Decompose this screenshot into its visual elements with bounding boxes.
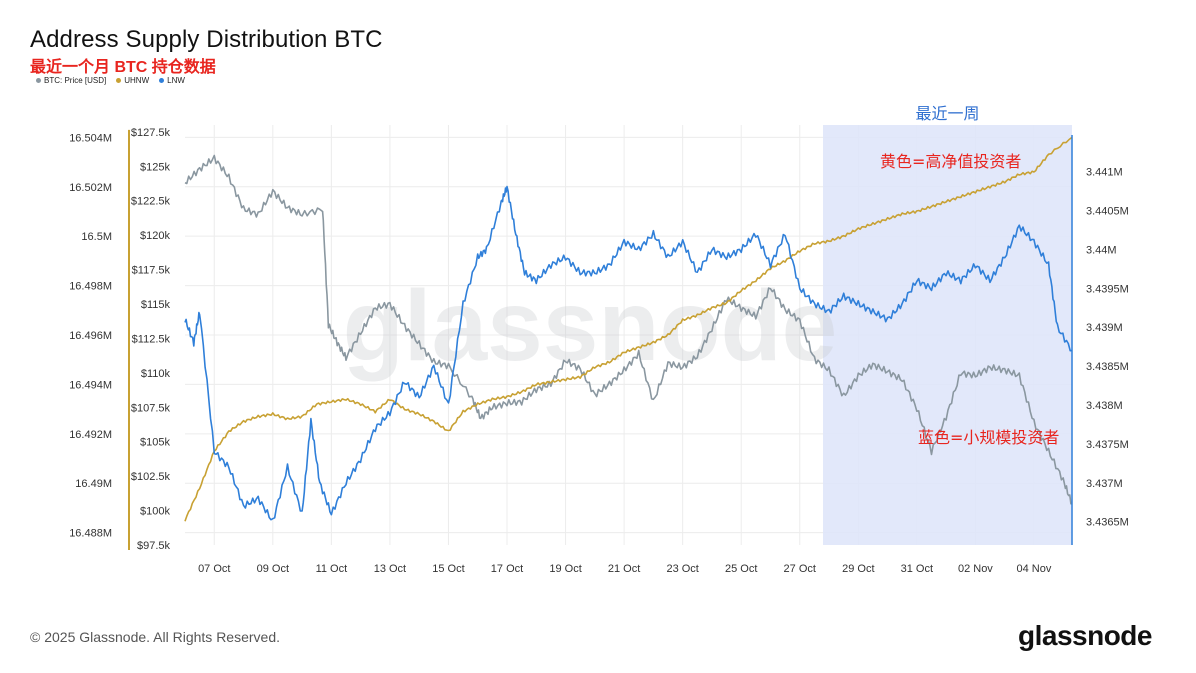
price-tick-label: $117.5k (132, 265, 171, 277)
copyright: © 2025 Glassnode. All Rights Reserved. (30, 629, 281, 645)
x-tick-label: 31 Oct (901, 563, 933, 575)
x-tick-label: 29 Oct (842, 563, 874, 575)
left-tick-label: 16.502M (69, 182, 112, 194)
legend-label-price: BTC: Price [USD] (44, 76, 107, 85)
x-tick-label: 13 Oct (374, 563, 406, 575)
price-tick-label: $107.5k (131, 402, 171, 414)
legend-dot-price (36, 78, 41, 83)
right-tick-label: 3.439M (1086, 322, 1123, 334)
left-tick-label: 16.494M (69, 379, 112, 391)
price-tick-label: $97.5k (137, 540, 171, 552)
highlight-region (823, 125, 1072, 545)
x-tick-label: 25 Oct (725, 563, 757, 575)
chart-title: Address Supply Distribution BTC (30, 26, 383, 53)
price-tick-label: $120k (140, 230, 170, 242)
x-tick-label: 15 Oct (432, 563, 464, 575)
price-tick-label: $105k (140, 437, 170, 449)
x-tick-label: 23 Oct (666, 563, 698, 575)
legend-item-uhnw[interactable]: UHNW (116, 76, 149, 85)
axes: 07 Oct 09 Oct 11 Oct 13 Oct 15 Oct 17 Oct 19 O… (69, 127, 1129, 575)
legend-dot-lnw (159, 78, 165, 83)
x-tick-label: 27 Oct (784, 563, 816, 575)
right-tick-label: 3.4375M (1086, 439, 1129, 451)
x-tick-label: 21 Oct (608, 563, 640, 575)
price-tick-label: $115k (141, 299, 171, 311)
right-tick-label: 3.437M (1086, 478, 1123, 490)
x-tick-label: 11 Oct (316, 563, 348, 575)
chart-subtitle: 最近一个月 BTC 持仓数据 (30, 59, 216, 76)
x-tick-label: 19 Oct (549, 563, 581, 575)
left-tick-label: 16.504M (69, 132, 112, 144)
x-tick-label: 17 Oct (491, 563, 523, 575)
glassnode-logo: glassnode (1018, 620, 1152, 651)
price-tick-label: $127.5k (131, 127, 171, 139)
legend-dot-uhnw (116, 78, 122, 83)
price-tick-label: $102.5k (131, 471, 171, 483)
annotation-lnw: 蓝色=小规模投资者 (918, 428, 1059, 447)
right-tick-label: 3.4395M (1086, 283, 1129, 295)
x-tick-label: 02 Nov (958, 563, 993, 575)
price-tick-label: $100k (140, 506, 170, 518)
price-tick-label: $110k (141, 368, 171, 380)
glassnode-watermark: glassnode (343, 270, 838, 382)
price-tick-label: $112.5k (132, 333, 171, 345)
legend: BTC: Price [USD] UHNW LNW (36, 76, 185, 85)
left-tick-label: 16.49M (75, 478, 112, 490)
legend-item-lnw[interactable]: LNW (159, 76, 185, 85)
right-tick-label: 3.44M (1086, 244, 1117, 256)
highlight-label: 最近一周 (916, 104, 980, 123)
left-tick-label: 16.492M (69, 429, 112, 441)
series-group (184, 136, 1073, 522)
right-tick-label: 3.4385M (1086, 361, 1129, 373)
price-tick-label: $122.5k (131, 196, 171, 208)
left-tick-label: 16.488M (69, 528, 112, 540)
right-tick-label: 3.4405M (1086, 206, 1129, 218)
left-tick-label: 16.496M (69, 330, 112, 342)
right-tick-label: 3.441M (1086, 167, 1123, 179)
legend-item-price[interactable]: BTC: Price [USD] (36, 76, 106, 85)
right-tick-label: 3.438M (1086, 400, 1123, 412)
left-tick-label: 16.498M (69, 281, 112, 293)
legend-label-uhnw: UHNW (124, 76, 150, 85)
series-line-lnw (184, 185, 1073, 521)
x-tick-label: 07 Oct (198, 563, 230, 575)
annotation-uhnw: 黄色=高净值投资者 (880, 152, 1021, 171)
left-tick-label: 16.5M (81, 231, 112, 243)
legend-label-lnw: LNW (167, 76, 185, 85)
x-tick-label: 09 Oct (257, 563, 289, 575)
series-line-btc-price-usd (184, 154, 1073, 505)
price-tick-label: $125k (140, 161, 170, 173)
series-line-uhnw (184, 136, 1073, 522)
right-tick-label: 3.4365M (1086, 517, 1129, 529)
x-tick-label: 04 Nov (1017, 563, 1052, 575)
